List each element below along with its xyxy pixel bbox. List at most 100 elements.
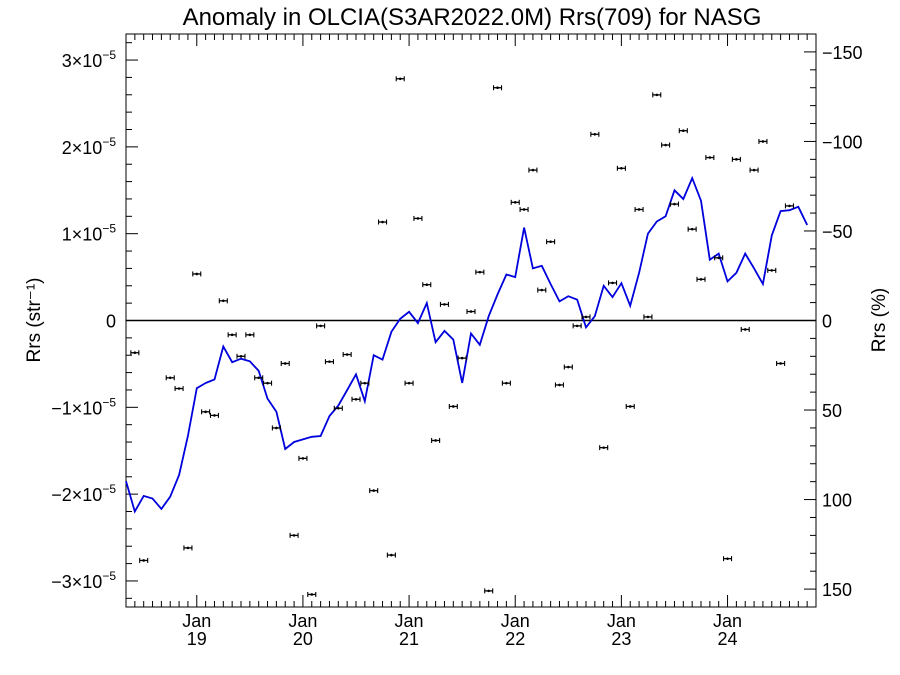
x-tick-label: Jan xyxy=(713,611,742,631)
right-tick-label: 50 xyxy=(822,401,842,421)
data-point xyxy=(546,239,556,245)
data-point xyxy=(784,203,795,209)
data-point xyxy=(528,167,538,173)
data-point xyxy=(599,445,609,451)
left-tick-label: 1×10−5 xyxy=(62,222,117,245)
data-point xyxy=(705,155,715,161)
x-tick-sublabel: 22 xyxy=(505,629,525,649)
data-point xyxy=(607,280,618,286)
data-point xyxy=(422,282,432,288)
data-point xyxy=(669,201,680,207)
x-tick-sublabel: 20 xyxy=(293,629,313,649)
data-point xyxy=(209,412,220,418)
x-tick-label: Jan xyxy=(288,611,317,631)
right-tick-label: 0 xyxy=(822,312,832,332)
data-point xyxy=(324,359,335,365)
data-point xyxy=(510,199,520,205)
data-point xyxy=(165,375,175,381)
data-point xyxy=(572,323,582,329)
right-tick-label: −100 xyxy=(822,132,863,152)
data-point xyxy=(537,287,547,293)
data-point xyxy=(360,380,370,386)
data-point xyxy=(192,271,202,277)
x-tick-label: Jan xyxy=(182,611,211,631)
data-point xyxy=(678,128,688,134)
data-point xyxy=(731,156,741,162)
data-point xyxy=(316,323,326,329)
data-point xyxy=(218,298,228,304)
data-point xyxy=(280,360,290,366)
right-tick-label: −150 xyxy=(822,43,863,63)
x-tick-label: Jan xyxy=(607,611,636,631)
left-tick-label: −3×10−5 xyxy=(51,569,116,592)
data-point xyxy=(245,332,255,338)
data-point xyxy=(236,353,246,359)
right-tick-label: 150 xyxy=(822,580,852,600)
left-tick-label: 3×10−5 xyxy=(62,48,117,71)
data-point xyxy=(661,142,671,148)
data-point xyxy=(351,396,361,402)
data-point xyxy=(714,255,724,261)
x-tick-sublabel: 23 xyxy=(611,629,631,649)
data-point xyxy=(262,380,273,386)
data-point xyxy=(307,591,317,597)
data-point xyxy=(298,455,308,461)
data-point xyxy=(227,332,237,338)
data-point xyxy=(377,219,388,225)
data-point xyxy=(431,437,441,443)
data-point xyxy=(767,267,777,273)
data-point xyxy=(758,138,768,144)
right-tick-label: −50 xyxy=(822,222,853,242)
right-tick-label: 100 xyxy=(822,491,852,511)
data-point xyxy=(139,557,149,563)
data-point xyxy=(519,206,529,212)
data-point xyxy=(369,488,379,494)
data-point xyxy=(590,131,600,137)
plot-area: 3×10−5 2×10−5 1×10−5 0 −1×10−5 −2×10−5 −3×10−5… xyxy=(51,33,863,649)
left-tick-label: −2×10−5 xyxy=(51,482,116,505)
data-point xyxy=(183,545,193,551)
x-tick-sublabel: 19 xyxy=(187,629,207,649)
data-point xyxy=(634,206,644,212)
x-tick-label: Jan xyxy=(501,611,530,631)
data-point xyxy=(616,165,626,171)
data-point xyxy=(475,269,485,275)
data-point xyxy=(254,375,264,381)
data-point xyxy=(554,382,565,388)
data-point xyxy=(581,314,591,320)
data-point xyxy=(448,403,458,409)
data-point xyxy=(404,380,414,386)
data-point xyxy=(289,532,299,538)
x-tick-sublabel: 21 xyxy=(399,629,419,649)
data-point xyxy=(333,405,343,411)
data-point xyxy=(696,276,706,282)
series-line xyxy=(125,175,809,514)
data-point xyxy=(395,76,405,82)
x-tick-sublabel: 24 xyxy=(718,629,738,649)
data-point xyxy=(457,355,467,361)
data-point xyxy=(413,215,423,221)
data-point xyxy=(625,403,635,409)
data-point xyxy=(722,556,733,562)
y-axis-label-left: Rrs (str⁻¹) xyxy=(24,278,45,363)
left-tick-label: 0 xyxy=(106,312,116,332)
data-point xyxy=(201,409,211,415)
data-point xyxy=(492,85,503,91)
data-point xyxy=(643,314,653,320)
data-point xyxy=(776,360,786,366)
x-tick-label: Jan xyxy=(395,611,424,631)
left-tick-label: −1×10−5 xyxy=(51,395,116,418)
data-point xyxy=(749,167,759,173)
data-point xyxy=(563,364,573,370)
data-point xyxy=(386,552,396,558)
data-point xyxy=(501,380,511,386)
chart-title: Anomaly in OLCIA(S3AR2022.0M) Rrs(709) f… xyxy=(183,4,762,31)
data-point xyxy=(342,352,352,358)
data-point xyxy=(652,92,662,98)
y-axis-label-right: Rrs (%) xyxy=(869,288,890,352)
left-tick-label: 2×10−5 xyxy=(62,135,117,158)
data-point xyxy=(439,301,450,307)
data-point xyxy=(687,226,697,232)
data-point xyxy=(740,326,750,332)
